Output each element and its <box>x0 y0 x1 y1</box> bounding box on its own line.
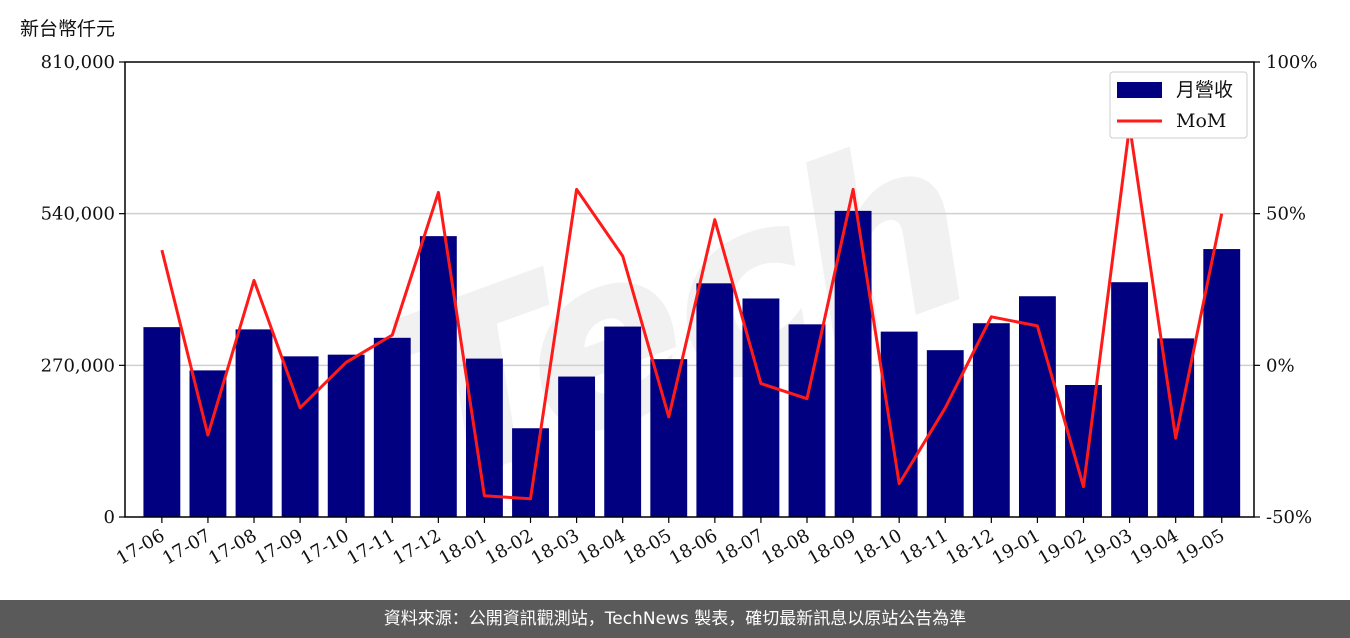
revenue-bar <box>235 329 273 517</box>
revenue-bar <box>143 327 181 517</box>
left-tick-label: 540,000 <box>41 204 115 225</box>
source-footer: 資料來源：公開資訊觀測站，TechNews 製表，確切最新訊息以原站公告為準 <box>0 600 1350 638</box>
x-tick-label: 18-09 <box>804 525 859 569</box>
x-tick-label: 18-02 <box>482 525 537 569</box>
x-tick-label: 18-12 <box>942 525 997 569</box>
x-tick-label: 18-08 <box>758 525 813 569</box>
axes: 0 270,000 540,000 810,000 -50% 0% 50% 100% 17-06… <box>41 52 1318 569</box>
revenue-bars <box>143 210 1241 518</box>
revenue-bar <box>696 283 734 517</box>
plot-frame <box>124 61 1255 518</box>
x-tick-label: 19-03 <box>1081 525 1136 569</box>
x-tick-label: 18-03 <box>528 525 583 569</box>
left-tick-label: 270,000 <box>41 355 115 376</box>
x-tick-label: 17-06 <box>113 525 168 569</box>
revenue-bar <box>1065 384 1102 517</box>
revenue-bar <box>926 350 964 517</box>
x-tick-label: 18-07 <box>712 525 767 569</box>
y-axis-unit-label: 新台幣仟元 <box>20 18 116 40</box>
revenue-bar <box>327 354 365 517</box>
revenue-bar <box>880 331 918 517</box>
legend-bar-swatch <box>1117 82 1162 98</box>
revenue-bar <box>972 323 1010 517</box>
x-tick-label: 17-07 <box>159 525 214 569</box>
mom-line <box>160 124 1224 501</box>
right-tick-label: 0% <box>1266 355 1295 376</box>
x-tick-label: 19-05 <box>1173 525 1228 569</box>
revenue-bar <box>1111 282 1149 517</box>
right-tick-label: 100% <box>1266 52 1317 73</box>
x-tick-label: 19-01 <box>988 525 1043 569</box>
left-tick-label: 810,000 <box>41 52 115 73</box>
right-tick-label: 50% <box>1266 204 1306 225</box>
revenue-bar <box>788 324 826 517</box>
x-tick-label: 18-04 <box>574 525 629 569</box>
legend: 月營收 MoM <box>1109 71 1248 139</box>
x-tick-label: 17-08 <box>205 525 260 569</box>
revenue-bar <box>558 376 596 517</box>
mom-line-layer <box>160 124 1224 501</box>
x-tick-label: 17-11 <box>343 525 398 569</box>
x-tick-label: 17-09 <box>251 525 306 569</box>
x-tick-label: 17-10 <box>297 525 352 569</box>
x-tick-label: 18-10 <box>850 525 905 569</box>
x-tick-label: 18-06 <box>666 525 721 569</box>
revenue-bar <box>512 428 549 517</box>
revenue-bar <box>281 356 319 517</box>
x-tick-label: 18-05 <box>620 525 675 569</box>
revenue-chart: Tech 0270,000540,000810,000-50%0%50%100%… <box>41 52 1318 569</box>
x-tick-label: 19-02 <box>1035 525 1090 569</box>
revenue-bar <box>834 210 872 517</box>
revenue-bar <box>742 298 780 517</box>
revenue-bar <box>1018 296 1056 517</box>
x-tick-label: 17-12 <box>389 525 444 569</box>
right-tick-label: -50% <box>1266 507 1312 528</box>
legend-mom-label: MoM <box>1176 110 1226 132</box>
revenue-bar <box>650 359 688 517</box>
left-tick-label: 0 <box>104 507 115 528</box>
x-tick-label: 18-11 <box>896 525 951 569</box>
revenue-bar <box>1203 249 1241 518</box>
legend-revenue-label: 月營收 <box>1176 79 1233 101</box>
x-tick-label: 19-04 <box>1127 525 1182 569</box>
revenue-bar <box>373 337 411 517</box>
revenue-bar <box>604 326 642 517</box>
